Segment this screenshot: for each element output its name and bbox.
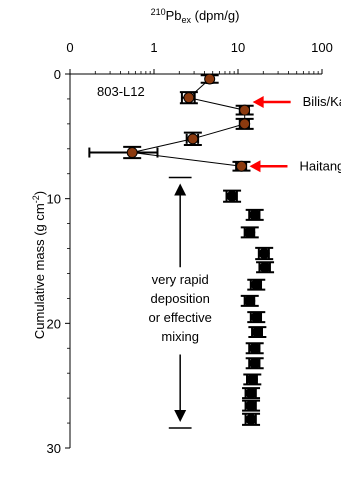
x-axis-title-sup: 210 <box>151 7 166 17</box>
x-tick-label: 0 <box>66 40 73 55</box>
data-point <box>187 133 199 145</box>
bracket-arrow-down-head <box>174 410 187 423</box>
annotation-arrow-head <box>252 96 264 109</box>
annotations: Bilis/Kaemi Haitang very rapid deposition or… <box>148 94 341 429</box>
x-axis-title-unit: (dpm/g) <box>191 8 239 23</box>
bracket-caption-line: or effective <box>148 310 211 325</box>
data-point <box>245 413 257 425</box>
data-point <box>126 147 138 159</box>
data-point <box>245 387 257 399</box>
annotation-arrow-head <box>249 160 261 173</box>
data-point <box>239 118 251 130</box>
y-axis-title-sup: -2 <box>31 195 41 203</box>
data-point <box>235 160 247 172</box>
data-point <box>250 311 262 323</box>
x-axis-title-sub: ex <box>182 15 192 25</box>
x-tick-label: 1 <box>150 40 157 55</box>
data-series <box>88 73 275 426</box>
bracket-arrow-up-head <box>174 183 187 196</box>
data-point <box>245 400 257 412</box>
y-axis-title: Cumulative mass (g cm-2) <box>31 191 47 339</box>
bracket-caption-line: deposition <box>151 291 210 306</box>
x-tick-label: 100 <box>311 40 333 55</box>
annotation-label: Haitang <box>299 158 341 173</box>
data-point <box>259 261 271 273</box>
data-point <box>251 326 263 338</box>
data-point <box>244 295 256 307</box>
data-point <box>258 248 270 260</box>
y-tick-label: 30 <box>47 441 61 456</box>
data-point <box>226 190 238 202</box>
y-tick-label: 0 <box>54 67 61 82</box>
annotation-label: Bilis/Kaemi <box>303 94 341 109</box>
data-point <box>249 342 261 354</box>
y-tick-label: 20 <box>47 316 61 331</box>
data-point <box>204 73 216 85</box>
data-point <box>244 226 256 238</box>
data-point <box>249 209 261 221</box>
y-tick-label: 10 <box>47 192 61 207</box>
data-point <box>239 104 251 116</box>
data-point <box>183 92 195 104</box>
data-point <box>246 373 258 385</box>
y-axis-title-text: Cumulative mass (g cm <box>32 203 47 339</box>
station-label: 803-L12 <box>97 84 145 99</box>
axes: 0 1 10 100 0 10 20 30 <box>47 40 333 456</box>
x-axis-title: 210Pbex (dpm/g) <box>151 7 240 25</box>
x-axis-title-base: Pb <box>166 8 182 23</box>
x-tick-label: 10 <box>231 40 245 55</box>
bracket-caption-line: mixing <box>161 329 199 344</box>
y-axis-title-tail: ) <box>32 191 47 195</box>
data-point <box>250 279 262 291</box>
bracket-caption-line: very rapid <box>152 272 209 287</box>
data-point <box>249 357 261 369</box>
